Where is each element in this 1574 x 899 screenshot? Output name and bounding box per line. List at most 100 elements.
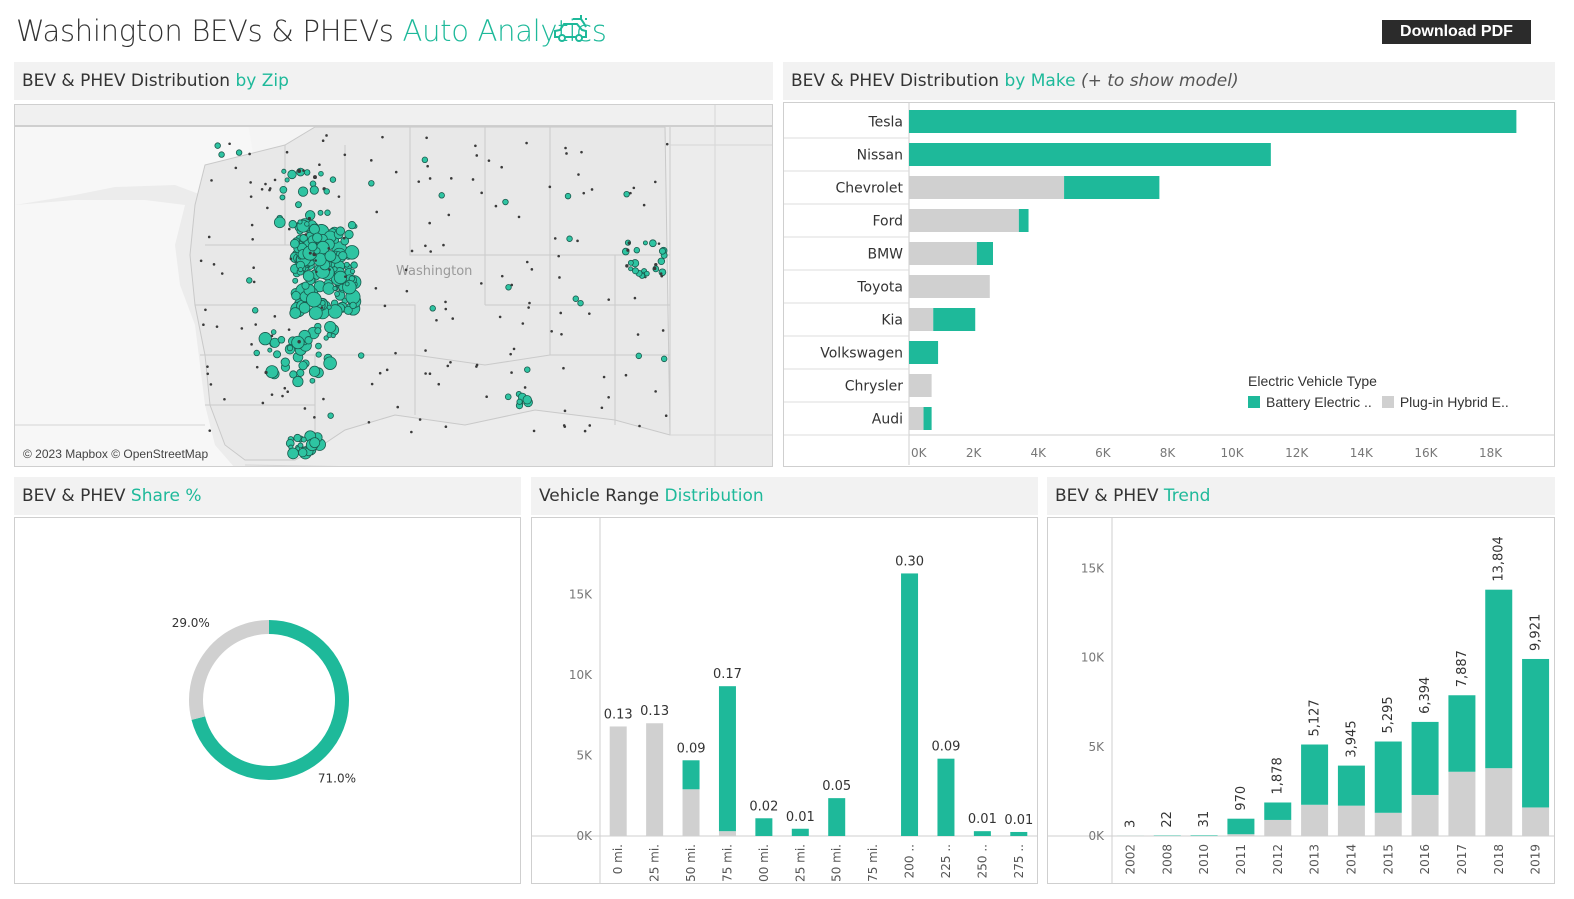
- zip-map[interactable]: Washington © 2023 Mapbox © OpenStreetMap: [14, 104, 773, 467]
- zip-dot: [418, 418, 422, 421]
- zip-dot: [528, 301, 531, 305]
- share-panel-title: BEV & PHEV: [22, 486, 126, 506]
- zip-dot: [287, 227, 291, 231]
- zip-dot: [304, 233, 308, 236]
- zip-dot: [297, 340, 301, 344]
- zip-dot: [246, 277, 253, 284]
- zip-dot: [343, 153, 347, 157]
- zip-dot: [320, 306, 324, 309]
- zip-dot: [323, 188, 330, 195]
- bar-data-label: 22: [1160, 811, 1175, 828]
- make-bar-segment: [1064, 176, 1160, 199]
- ytick-label: 0K: [1088, 829, 1105, 843]
- zip-dot: [212, 263, 216, 266]
- zip-dot: [572, 295, 579, 302]
- legend-title: Electric Vehicle Type: [1248, 373, 1377, 389]
- zip-dot: [644, 270, 650, 277]
- zip-dot: [304, 336, 313, 345]
- zip-dot: [629, 191, 632, 195]
- make-xtick-label: 16K: [1414, 446, 1438, 460]
- make-xtick-label: 8K: [1160, 446, 1177, 460]
- zip-dot: [375, 210, 379, 214]
- legend-item-phev[interactable]: Plug-in Hybrid E..: [1381, 394, 1509, 410]
- bar-segment: [718, 831, 736, 836]
- zip-dot: [309, 437, 321, 449]
- zip-dot: [349, 301, 357, 310]
- download-pdf-button[interactable]: Download PDF: [1382, 20, 1531, 44]
- zip-dot: [344, 229, 354, 240]
- zip-dot: [487, 159, 491, 162]
- zip-dot: [318, 170, 324, 177]
- zip-dot: [293, 433, 302, 443]
- zip-dot: [207, 235, 211, 239]
- zip-dot: [522, 395, 532, 405]
- share-slice: [189, 620, 270, 720]
- category-label: 75 mi.: [720, 844, 734, 882]
- zip-dot: [424, 349, 427, 352]
- zip-dot: [449, 360, 452, 364]
- zip-dot: [206, 365, 209, 368]
- zip-dot: [661, 329, 665, 332]
- zip-dot: [234, 166, 238, 170]
- zip-dot: [394, 351, 397, 355]
- zip-dot: [298, 302, 311, 314]
- zip-dot: [264, 370, 268, 375]
- legend-item-bev[interactable]: Battery Electric ..: [1248, 394, 1372, 410]
- zip-dot: [314, 327, 322, 335]
- zip-dot: [289, 257, 293, 261]
- zip-dot: [394, 170, 398, 174]
- trend-chart: 0K 5K 10K 15K 3 2002 22 2008 31 2010 970 2011 1,878 2…: [1047, 517, 1555, 884]
- zip-dot: [297, 442, 304, 449]
- zip-dot: [289, 370, 298, 379]
- zip-dot: [633, 296, 637, 300]
- category-label: 150 mi.: [830, 844, 844, 884]
- zip-dot: [281, 394, 284, 398]
- make-label: Volkswagen: [820, 346, 903, 362]
- zip-dot: [296, 368, 305, 377]
- bar-data-label: 0.13: [640, 704, 669, 719]
- zip-dot: [248, 152, 251, 156]
- bar-data-label: 0.30: [895, 554, 924, 569]
- zip-panel-header: BEV & PHEV Distribution by Zip: [14, 62, 773, 100]
- make-bar-segment: [909, 176, 1065, 199]
- zip-dot: [252, 307, 259, 314]
- bar-segment: [1227, 818, 1255, 835]
- zip-dot: [562, 366, 565, 370]
- zip-dot: [288, 220, 297, 229]
- zip-dot: [255, 365, 259, 369]
- zip-dot: [290, 238, 300, 249]
- zip-dot: [273, 178, 277, 182]
- zip-dot: [474, 144, 477, 148]
- bar-segment: [1448, 695, 1476, 772]
- zip-dot: [475, 154, 479, 157]
- zip-dot: [451, 317, 455, 320]
- bar-segment: [1190, 835, 1218, 836]
- zip-dot: [270, 393, 274, 396]
- zip-dot: [309, 365, 321, 377]
- bar-data-label: 0.13: [604, 707, 633, 722]
- bar-data-label: 3: [1123, 820, 1138, 828]
- make-chart-svg: Tesla Nissan Chevrolet Ford BMW Toyota Kia Volk…: [784, 103, 1554, 465]
- zip-dot: [270, 334, 274, 338]
- zip-dot: [588, 424, 592, 427]
- zip-dot: [383, 304, 387, 308]
- category-label: 2002: [1123, 844, 1137, 875]
- zip-dot: [286, 344, 294, 352]
- zip-dot: [505, 284, 512, 291]
- zip-dot: [512, 347, 516, 351]
- category-label: 125 mi.: [793, 844, 807, 884]
- zip-dot: [228, 142, 231, 146]
- category-label: 2012: [1271, 844, 1285, 875]
- zip-dot: [405, 289, 409, 293]
- zip-dot: [324, 250, 337, 262]
- bar-data-label: 3,945: [1344, 720, 1359, 757]
- zip-dot: [218, 151, 225, 158]
- zip-dot: [580, 150, 583, 154]
- zip-dots[interactable]: [199, 134, 669, 460]
- share-slice-label: 29.0%: [172, 616, 210, 630]
- make-bar-segment: [909, 110, 1517, 133]
- zip-map-canvas[interactable]: Washington: [15, 105, 773, 467]
- zip-dot: [283, 386, 287, 390]
- bar-segment: [1411, 721, 1439, 795]
- bar-data-label: 0.05: [822, 779, 851, 794]
